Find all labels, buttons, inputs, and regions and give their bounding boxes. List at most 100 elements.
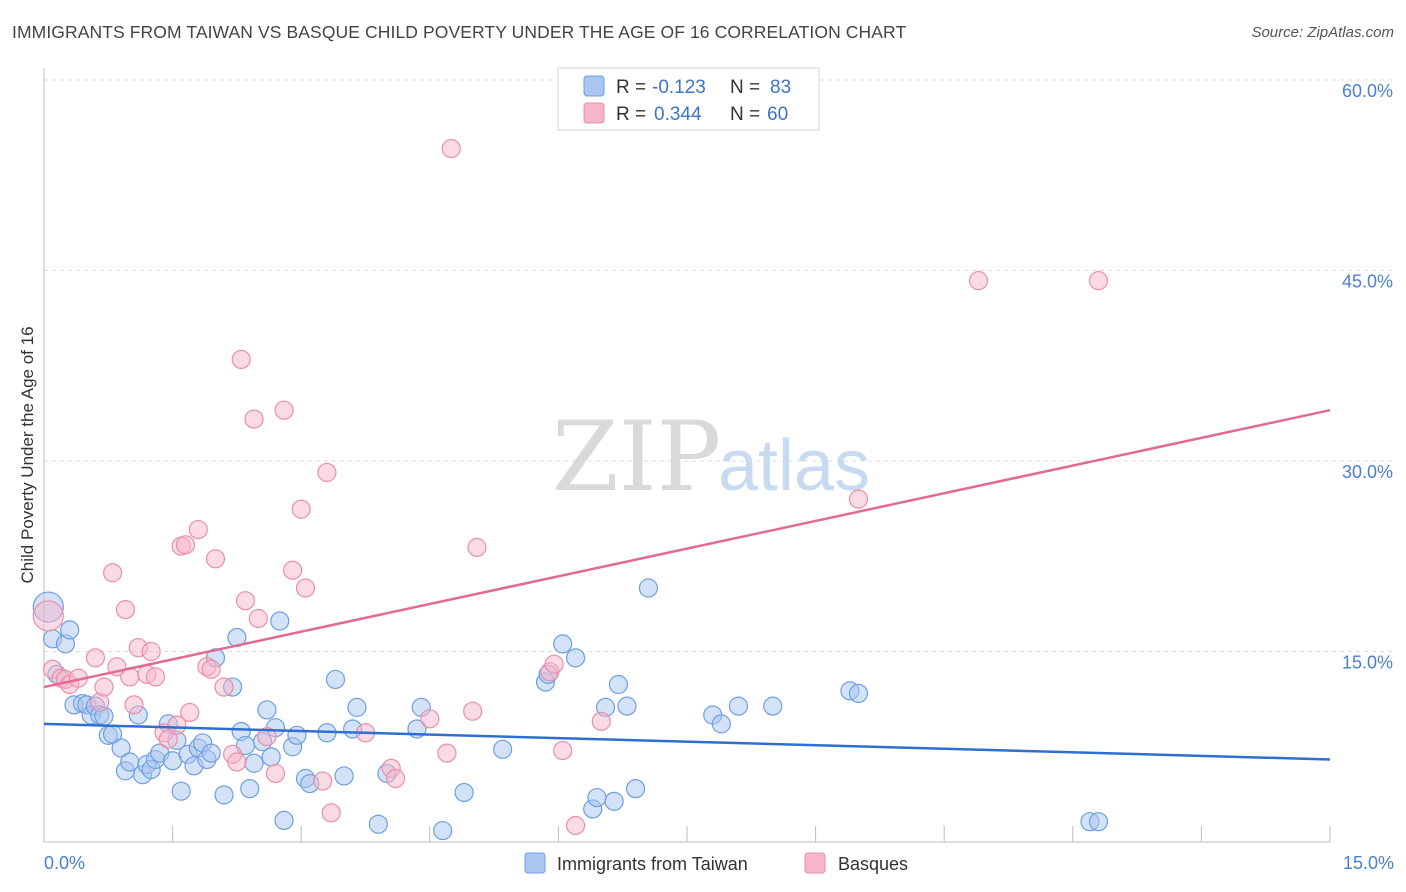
- taiwan-point: [240, 779, 260, 799]
- taiwan-point: [368, 814, 388, 834]
- taiwan-point: [604, 791, 624, 811]
- x-tick-label-min: 0.0%: [44, 853, 85, 873]
- legend-r-value-taiwan: -0.123: [652, 77, 706, 98]
- y-tick-label-2: 45.0%: [1342, 272, 1393, 292]
- taiwan-point: [334, 766, 354, 786]
- basques-point: [244, 409, 264, 429]
- correlation-legend: R = -0.123 N = 83 R = 0.344 N = 60: [557, 67, 820, 131]
- basques-point: [848, 489, 869, 509]
- basques-point: [321, 803, 341, 823]
- data-points: [32, 138, 1109, 841]
- taiwan-trend-line: [43, 722, 1331, 761]
- basques-point: [85, 648, 106, 668]
- basques-point: [167, 715, 187, 735]
- taiwan-point: [454, 782, 474, 803]
- basques-point: [544, 654, 564, 674]
- y-tick-label-0: 15.0%: [1342, 653, 1393, 673]
- basques-point: [437, 743, 457, 763]
- basques-point: [295, 578, 316, 598]
- basques-point: [124, 695, 144, 715]
- basques-point: [283, 560, 303, 580]
- taiwan-point: [848, 683, 869, 704]
- series-legend-label-basques: Basques: [838, 854, 908, 874]
- y-axis-title: Child Poverty Under the Age of 16: [18, 326, 37, 583]
- basques-point: [158, 729, 178, 749]
- series-legend-swatch-taiwan: [524, 852, 546, 874]
- legend-n-label-basques: N =: [730, 104, 760, 125]
- taiwan-point: [257, 700, 277, 720]
- series-legend: Immigrants from Taiwan Basques: [524, 852, 908, 874]
- basques-point: [175, 535, 196, 555]
- basques-point: [1088, 271, 1109, 291]
- basques-point: [463, 701, 483, 721]
- basques-point: [317, 462, 337, 483]
- basques-point: [235, 591, 256, 611]
- series-legend-swatch-basques: [804, 852, 826, 874]
- basques-point: [227, 752, 247, 772]
- watermark-zip: ZIP: [552, 401, 721, 513]
- taiwan-point: [711, 714, 731, 734]
- taiwan-point: [608, 674, 629, 695]
- taiwan-point: [553, 634, 573, 654]
- taiwan-point: [587, 787, 607, 808]
- basques-point: [248, 608, 268, 629]
- taiwan-point: [244, 753, 264, 773]
- taiwan-point: [111, 738, 131, 758]
- chart-source: Source: ZipAtlas.com: [1251, 24, 1394, 41]
- basques-point: [968, 271, 989, 291]
- series-legend-label-taiwan: Immigrants from Taiwan: [557, 854, 748, 874]
- taiwan-point: [625, 779, 646, 799]
- y-tick-label-3: 60.0%: [1342, 81, 1393, 101]
- legend-r-value-basques: 0.344: [654, 104, 702, 125]
- watermark-atlas: atlas: [718, 426, 870, 506]
- basques-point: [441, 138, 461, 159]
- basques-point: [591, 711, 611, 731]
- x-tick-label-max: 15.0%: [1343, 853, 1394, 873]
- basques-point: [94, 677, 114, 697]
- basques-point: [274, 400, 294, 420]
- basques-point: [32, 600, 64, 632]
- taiwan-point: [171, 781, 191, 801]
- basques-point: [467, 537, 487, 557]
- legend-n-value-taiwan: 83: [770, 77, 791, 98]
- taiwan-point: [763, 696, 783, 716]
- taiwan-point: [617, 696, 637, 716]
- basques-trend-line: [43, 408, 1331, 689]
- x-axis-ticks: [43, 826, 1331, 842]
- basques-point: [231, 349, 251, 369]
- taiwan-point: [274, 810, 294, 831]
- chart-title: IMMIGRANTS FROM TAIWAN VS BASQUE CHILD P…: [12, 22, 907, 42]
- basques-point: [141, 641, 161, 662]
- y-tick-labels: 15.0% 30.0% 45.0% 60.0%: [1342, 81, 1393, 673]
- legend-n-label-taiwan: N =: [730, 77, 760, 98]
- taiwan-point: [287, 725, 307, 745]
- legend-r-label-basques: R =: [616, 104, 646, 125]
- y-tick-label-1: 30.0%: [1342, 462, 1393, 482]
- basques-point: [115, 599, 136, 620]
- basques-point: [201, 659, 221, 679]
- basques-point: [145, 667, 166, 687]
- taiwan-point: [214, 785, 234, 805]
- taiwan-point: [728, 696, 749, 716]
- basques-point: [180, 702, 200, 723]
- basques-point: [102, 563, 123, 583]
- basques-point: [565, 815, 586, 836]
- legend-r-label-taiwan: R =: [616, 77, 646, 98]
- basques-point: [313, 771, 333, 791]
- taiwan-point: [565, 648, 586, 668]
- legend-swatch-taiwan: [583, 75, 605, 97]
- taiwan-point: [493, 739, 513, 759]
- taiwan-point: [325, 669, 346, 690]
- basques-point: [420, 709, 440, 729]
- taiwan-point: [638, 578, 659, 598]
- taiwan-point: [347, 697, 367, 717]
- taiwan-point: [60, 620, 80, 640]
- taiwan-point: [1088, 812, 1109, 832]
- basques-point: [265, 763, 286, 784]
- taiwan-point: [201, 743, 221, 763]
- basques-point: [553, 740, 573, 761]
- taiwan-point: [433, 820, 453, 841]
- basques-point: [205, 549, 226, 569]
- basques-point: [257, 726, 277, 747]
